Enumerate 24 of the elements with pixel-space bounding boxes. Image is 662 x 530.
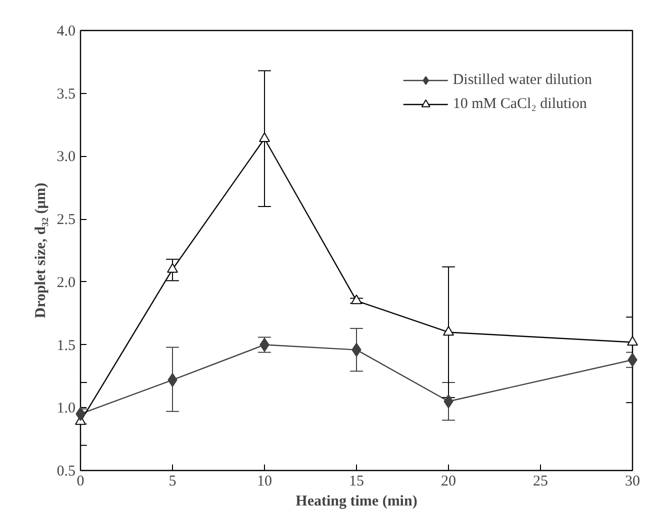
- x-tick-label: 20: [441, 474, 456, 490]
- point: [167, 263, 178, 273]
- y-tick-label: 1.5: [56, 338, 76, 354]
- x-tick-label: 30: [625, 474, 640, 490]
- x-tick-label: 15: [349, 474, 364, 490]
- point: [351, 294, 362, 304]
- y-tick-label: 0.5: [56, 464, 76, 480]
- y-tick-label: 2.5: [56, 212, 76, 228]
- point: [627, 336, 638, 346]
- y-tick-label: 3.0: [56, 149, 76, 166]
- legend-label: 10 mM CaCl₂ dilution: [452, 96, 587, 112]
- legend-label: Distilled water dilution: [452, 72, 592, 88]
- y-tick-label: 4.0: [56, 24, 76, 40]
- y-tick-label: 2.0: [56, 274, 76, 291]
- y-tick-label: 1.0: [56, 400, 76, 417]
- point: [443, 326, 454, 336]
- y-tick-label: 3.5: [56, 86, 76, 102]
- x-axis-title: Heating time (min): [296, 494, 418, 510]
- point: [259, 132, 270, 142]
- y-axis-title: Droplet size, d₃₂ (μm): [32, 182, 49, 318]
- x-tick-label: 10: [257, 474, 272, 490]
- x-tick-label: 0: [76, 474, 84, 490]
- x-tick-label: 5: [168, 474, 176, 490]
- x-tick-label: 25: [533, 474, 548, 490]
